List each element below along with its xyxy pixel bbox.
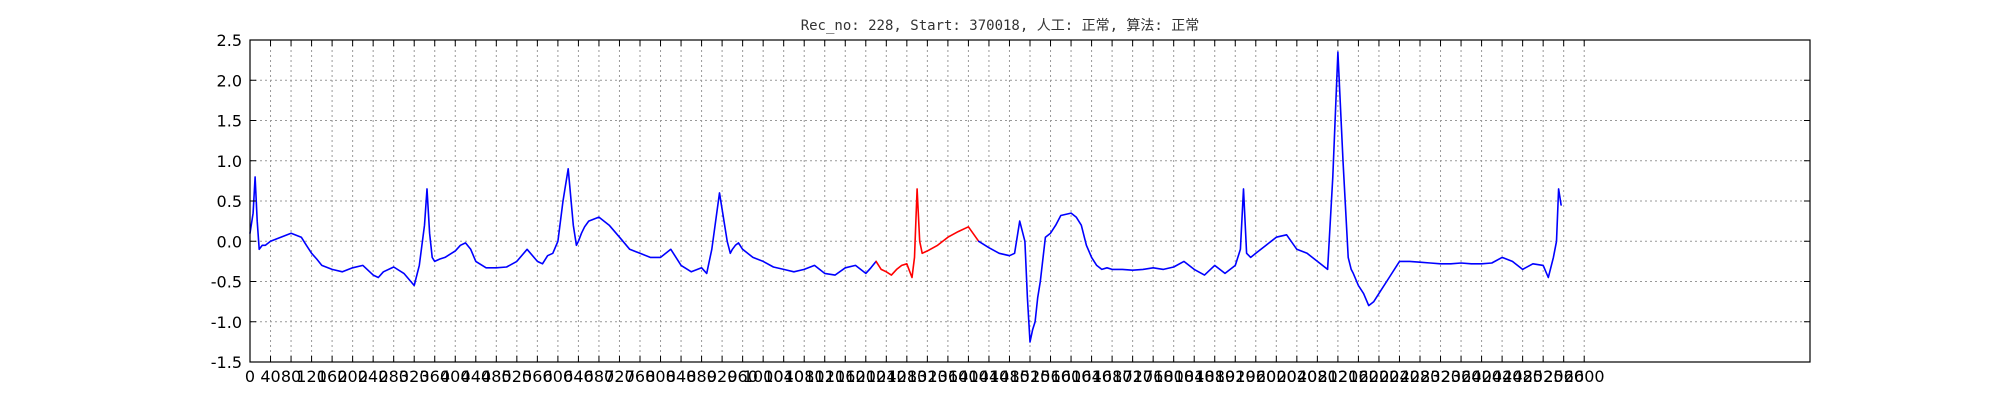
x-tick-label: 2400 <box>1461 367 1502 386</box>
x-tick-label: 880 <box>686 367 717 386</box>
x-tick-label: 1320 <box>907 367 948 386</box>
grid <box>250 40 1810 362</box>
y-tick-label: 2.5 <box>217 31 242 50</box>
x-tick-label: 800 <box>645 367 676 386</box>
series-line-1 <box>249 168 877 287</box>
x-tick-label: 1520 <box>1010 367 1051 386</box>
x-tick-label: 2440 <box>1482 367 1523 386</box>
x-tick-label: 2080 <box>1297 367 1338 386</box>
x-tick-label: 2120 <box>1318 367 1359 386</box>
x-tick-label: 1720 <box>1112 367 1153 386</box>
x-tick-label: 1640 <box>1071 367 1112 386</box>
y-axis: -1.5 -1.0 -0.5 0.0 0.5 1.0 1.5 2.0 2.5 <box>211 31 1810 372</box>
x-tick-label: 1120 <box>804 367 845 386</box>
y-tick-label: 0.0 <box>217 232 242 251</box>
x-tick-label: 400 <box>440 367 471 386</box>
x-tick-label: 760 <box>625 367 656 386</box>
x-tick-label: 1560 <box>1030 367 1071 386</box>
x-tick-label: 1480 <box>989 367 1030 386</box>
x-tick-label: 2280 <box>1400 367 1441 386</box>
x-tick-label: 440 <box>461 367 492 386</box>
x-tick-label: 2600 <box>1564 367 1605 386</box>
x-tick-label: 2040 <box>1276 367 1317 386</box>
x-tick-label: 1920 <box>1215 367 1256 386</box>
x-tick-label: 2160 <box>1338 367 1379 386</box>
y-tick-label: 2.0 <box>217 71 242 90</box>
x-tick-label: 720 <box>604 367 635 386</box>
x-tick-label: 2240 <box>1379 367 1420 386</box>
y-tick-label: -1.0 <box>211 313 242 332</box>
chart-title: Rec_no: 228, Start: 370018, 人工: 正常, 算法: … <box>801 18 1200 34</box>
x-tick-label: 1360 <box>928 367 969 386</box>
x-tick-label: 480 <box>481 367 512 386</box>
x-tick-label: 0 <box>245 367 255 386</box>
x-tick-label: 2360 <box>1441 367 1482 386</box>
x-tick-label: 1240 <box>866 367 907 386</box>
y-tick-label: -1.5 <box>211 353 242 372</box>
x-tick-label: 640 <box>563 367 594 386</box>
x-tick-label: 1200 <box>845 367 886 386</box>
x-tick-label: 920 <box>707 367 738 386</box>
series-line-3 <box>977 51 1562 343</box>
x-tick-label: 680 <box>584 367 615 386</box>
y-tick-label: 1.0 <box>217 152 242 171</box>
x-tick-label: 560 <box>522 367 553 386</box>
x-tick-label: 360 <box>419 367 450 386</box>
x-tick-label: 520 <box>502 367 533 386</box>
x-tick-label: 1840 <box>1174 367 1215 386</box>
x-tick-label: 2480 <box>1502 367 1543 386</box>
x-tick-label: 960 <box>727 367 758 386</box>
x-tick-label: 840 <box>666 367 697 386</box>
x-tick-label: 1160 <box>825 367 866 386</box>
x-tick-label: 2320 <box>1420 367 1461 386</box>
x-tick-label: 1040 <box>763 367 804 386</box>
x-tick-label: 1080 <box>784 367 825 386</box>
x-axis: 0 40 8012016020024028032036040044048052056… <box>245 40 1605 386</box>
x-tick-label: 1000 <box>743 367 784 386</box>
y-tick-label: -0.5 <box>211 273 242 292</box>
x-tick-label: 1960 <box>1235 367 1276 386</box>
x-tick-label: 2520 <box>1523 367 1564 386</box>
x-tick-label: 600 <box>543 367 574 386</box>
x-tick-label: 1280 <box>886 367 927 386</box>
x-tick-label: 40 <box>260 367 280 386</box>
x-tick-label: 160 <box>317 367 348 386</box>
x-tick-label: 1600 <box>1051 367 1092 386</box>
series-line-2 <box>875 188 980 279</box>
x-tick-label: 2200 <box>1359 367 1400 386</box>
series-group <box>249 51 1562 343</box>
x-tick-label: 120 <box>296 367 327 386</box>
x-tick-label: 1880 <box>1194 367 1235 386</box>
x-tick-label: 320 <box>399 367 430 386</box>
x-tick-label: 80 <box>281 367 301 386</box>
x-tick-label: 1440 <box>969 367 1010 386</box>
x-tick-label: 1800 <box>1153 367 1194 386</box>
y-tick-label: 1.5 <box>217 112 242 131</box>
x-tick-label: 240 <box>358 367 389 386</box>
x-tick-label: 1680 <box>1092 367 1133 386</box>
x-tick-label: 200 <box>337 367 368 386</box>
x-tick-label: 2560 <box>1543 367 1584 386</box>
y-tick-label: 0.5 <box>217 192 242 211</box>
x-tick-label: 1760 <box>1133 367 1174 386</box>
x-tick-label: 1400 <box>948 367 989 386</box>
x-tick-label: 280 <box>378 367 409 386</box>
x-tick-label: 2000 <box>1256 367 1297 386</box>
